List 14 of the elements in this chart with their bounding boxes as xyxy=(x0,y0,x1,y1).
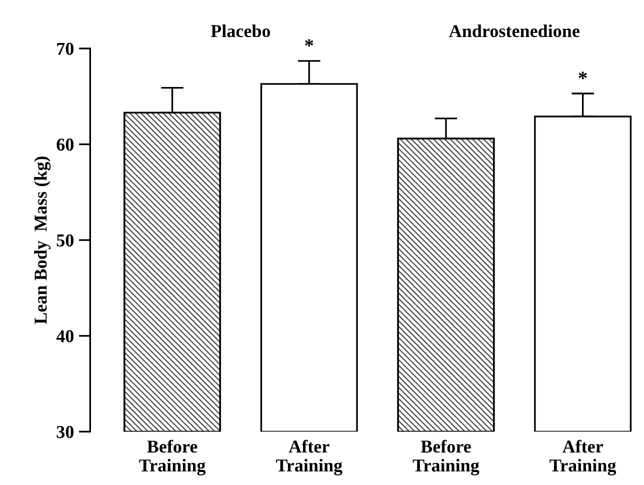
y-tick-label: 40 xyxy=(56,330,74,342)
y-tick-label: 60 xyxy=(56,138,74,151)
text: * xyxy=(305,39,314,47)
x-tick-label: Before Training xyxy=(412,440,480,476)
x-tick-label: Before Training xyxy=(139,440,206,476)
x-tick-label: After Training xyxy=(276,440,342,476)
y-tick-label: 50 xyxy=(56,234,74,247)
x-tick-label: After Training xyxy=(550,440,616,476)
text: Androstenedione xyxy=(449,24,580,38)
annotation: * xyxy=(578,72,587,80)
text: Placebo xyxy=(210,24,270,38)
y-axis-title: Lean Body Mass (kg) xyxy=(34,156,51,324)
y-tick-label: 70 xyxy=(57,42,74,55)
y-tick-label: 30 xyxy=(56,426,74,438)
